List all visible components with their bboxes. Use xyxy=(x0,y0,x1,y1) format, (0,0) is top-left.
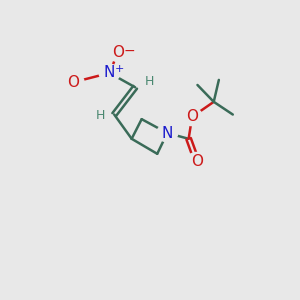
Text: H: H xyxy=(96,109,105,122)
Text: O: O xyxy=(112,45,124,60)
Text: O: O xyxy=(68,75,80,90)
Ellipse shape xyxy=(63,74,84,91)
Text: −: − xyxy=(123,44,135,58)
Text: H: H xyxy=(145,75,154,88)
Ellipse shape xyxy=(186,152,207,170)
Text: N: N xyxy=(104,65,115,80)
Ellipse shape xyxy=(157,124,178,142)
Text: O: O xyxy=(191,154,203,169)
Ellipse shape xyxy=(182,108,203,126)
Ellipse shape xyxy=(107,44,128,62)
Ellipse shape xyxy=(99,64,120,82)
Text: N: N xyxy=(161,125,173,140)
Text: +: + xyxy=(115,64,124,74)
Text: O: O xyxy=(186,109,198,124)
